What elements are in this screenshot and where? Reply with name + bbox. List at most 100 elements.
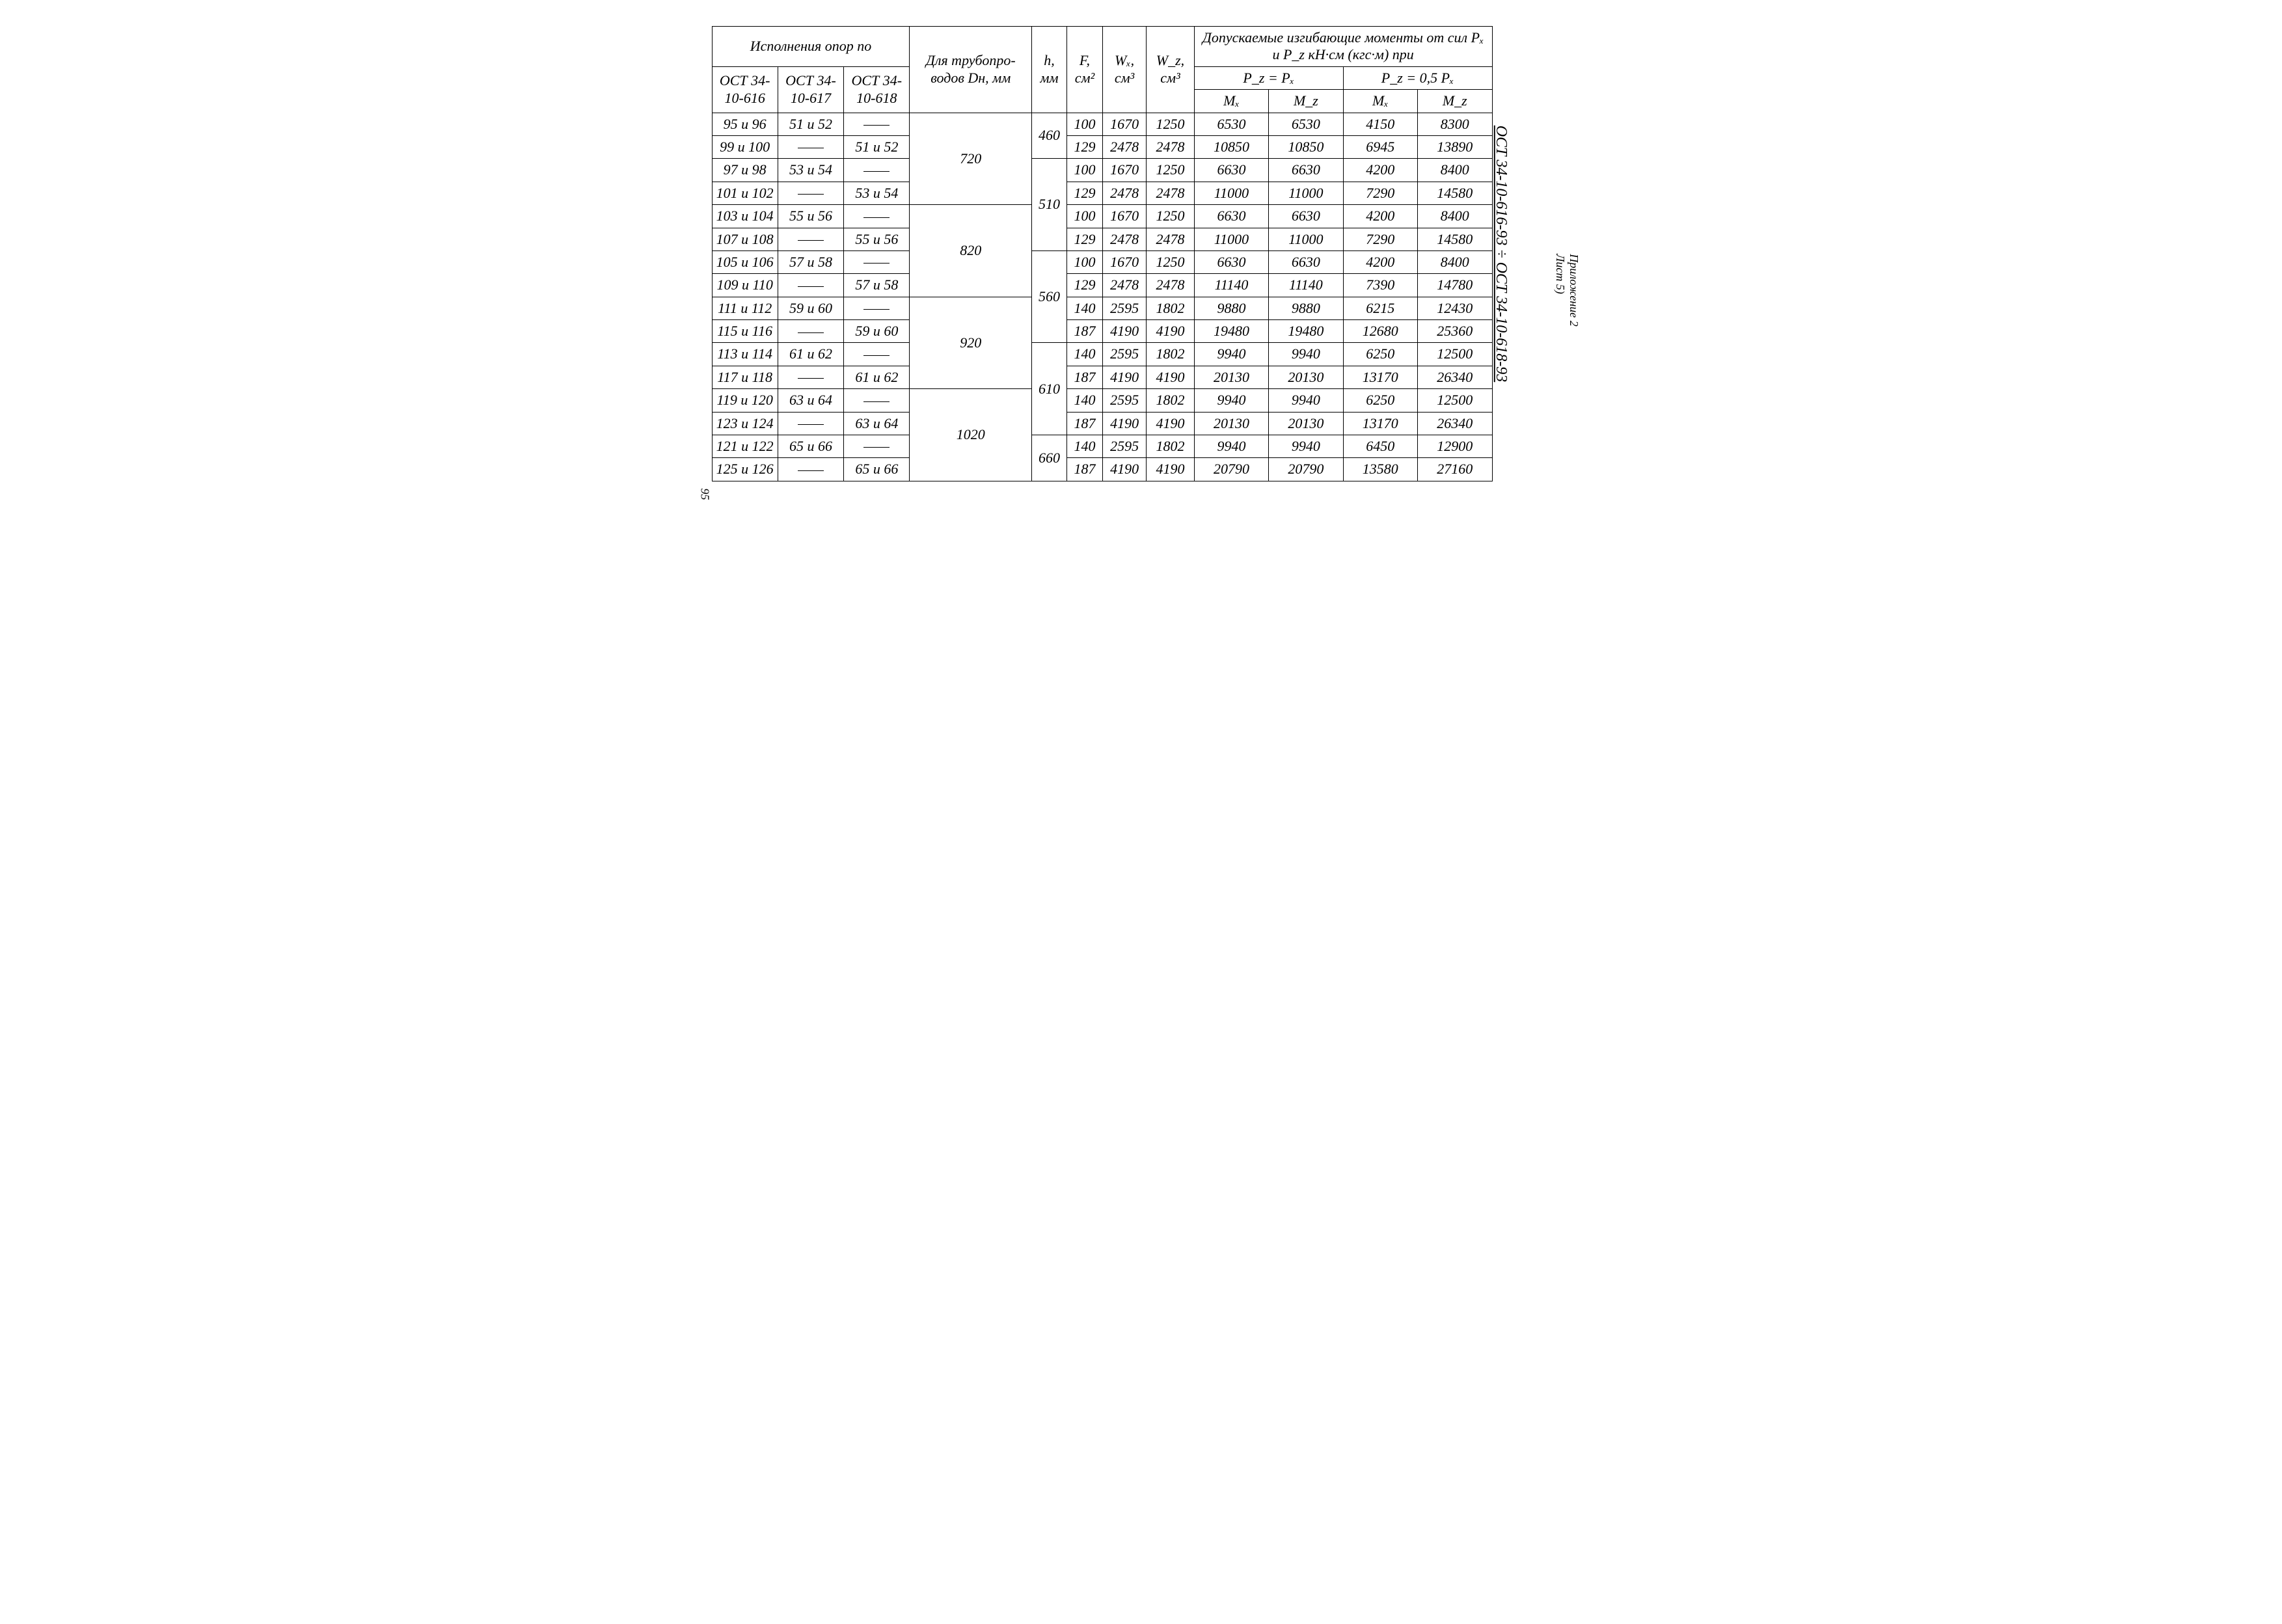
cell-ost616: 119 и 120: [712, 389, 778, 412]
cell-ost616: 95 и 96: [712, 113, 778, 135]
cell-f: 140: [1067, 435, 1103, 458]
cell-mz2: 27160: [1418, 458, 1492, 481]
cell-dn: 820: [910, 205, 1032, 297]
cell-mz1: 9940: [1269, 389, 1343, 412]
table-row: 107 и 10855 и 56129247824781100011000729…: [712, 228, 1492, 250]
table-row: 99 и 10051 и 521292478247810850108506945…: [712, 135, 1492, 158]
cell-mx1: 20130: [1194, 366, 1268, 388]
cell-mz2: 12430: [1418, 297, 1492, 319]
cell-h: 460: [1032, 113, 1067, 159]
cell-wz: 2478: [1147, 135, 1195, 158]
cell-ost617: 65 и 66: [778, 435, 843, 458]
cell-mx1: 9940: [1194, 389, 1268, 412]
cell-ost618: [844, 389, 910, 412]
cell-mz2: 14780: [1418, 274, 1492, 297]
cell-mx2: 13170: [1343, 366, 1417, 388]
cell-wx: 2595: [1102, 297, 1146, 319]
cell-mx1: 11000: [1194, 228, 1268, 250]
cell-ost617: 61 и 62: [778, 343, 843, 366]
header-pzpx: P_z = Pₓ: [1194, 66, 1343, 89]
cell-ost617: [778, 228, 843, 250]
cell-mx1: 9940: [1194, 343, 1268, 366]
cell-wz: 4190: [1147, 458, 1195, 481]
cell-mx2: 4200: [1343, 205, 1417, 228]
page-number: 95: [698, 488, 711, 500]
cell-wx: 4190: [1102, 320, 1146, 343]
cell-f: 129: [1067, 135, 1103, 158]
cell-wx: 4190: [1102, 366, 1146, 388]
cell-mx1: 11000: [1194, 182, 1268, 204]
cell-mx2: 13170: [1343, 412, 1417, 435]
cell-mx1: 11140: [1194, 274, 1268, 297]
cell-mz2: 12900: [1418, 435, 1492, 458]
cell-ost617: [778, 182, 843, 204]
cell-wz: 1250: [1147, 250, 1195, 273]
cell-wx: 4190: [1102, 458, 1146, 481]
cell-wx: 2478: [1102, 135, 1146, 158]
cell-ost617: [778, 274, 843, 297]
header-mx1: Mₓ: [1194, 90, 1268, 113]
page-wrap: Исполнения опор по Для трубопро-водов Dн…: [686, 26, 1597, 481]
cell-f: 100: [1067, 205, 1103, 228]
cell-mx2: 12680: [1343, 320, 1417, 343]
cell-wz: 2478: [1147, 274, 1195, 297]
cell-ost617: 55 и 56: [778, 205, 843, 228]
cell-mz2: 12500: [1418, 343, 1492, 366]
cell-ost616: 121 и 122: [712, 435, 778, 458]
cell-mx1: 6630: [1194, 159, 1268, 182]
cell-ost616: 99 и 100: [712, 135, 778, 158]
cell-ost617: 59 и 60: [778, 297, 843, 319]
cell-wz: 1802: [1147, 297, 1195, 319]
table-row: 101 и 10253 и 54129247824781100011000729…: [712, 182, 1492, 204]
cell-f: 187: [1067, 458, 1103, 481]
cell-ost616: 107 и 108: [712, 228, 778, 250]
header-moments: Допускаемые изгибающие моменты от сил Pₓ…: [1194, 27, 1492, 67]
cell-ost616: 111 и 112: [712, 297, 778, 319]
cell-wx: 1670: [1102, 250, 1146, 273]
cell-ost618: 65 и 66: [844, 458, 910, 481]
cell-ost616: 115 и 116: [712, 320, 778, 343]
header-mz2: M_z: [1418, 90, 1492, 113]
cell-wx: 1670: [1102, 159, 1146, 182]
cell-ost618: [844, 205, 910, 228]
cell-f: 187: [1067, 412, 1103, 435]
cell-wx: 2478: [1102, 182, 1146, 204]
cell-wz: 2478: [1147, 228, 1195, 250]
cell-mx2: 7290: [1343, 228, 1417, 250]
cell-mz2: 25360: [1418, 320, 1492, 343]
sheet-text: Лист 5): [1554, 254, 1567, 294]
cell-ost618: 63 и 64: [844, 412, 910, 435]
table-row: 105 и 10657 и 58560100167012506630663042…: [712, 250, 1492, 273]
cell-ost616: 125 и 126: [712, 458, 778, 481]
header-ost618: ОСТ 34-10-618: [844, 66, 910, 113]
cell-ost618: 51 и 52: [844, 135, 910, 158]
cell-dn: 920: [910, 297, 1032, 389]
cell-mx1: 10850: [1194, 135, 1268, 158]
cell-mz1: 6630: [1269, 250, 1343, 273]
cell-mx2: 7290: [1343, 182, 1417, 204]
cell-ost617: [778, 458, 843, 481]
cell-f: 100: [1067, 250, 1103, 273]
cell-wz: 1250: [1147, 113, 1195, 135]
cell-mz1: 9880: [1269, 297, 1343, 319]
cell-wx: 4190: [1102, 412, 1146, 435]
table-row: 111 и 11259 и 60920140259518029880988062…: [712, 297, 1492, 319]
cell-mx2: 4200: [1343, 250, 1417, 273]
data-table: Исполнения опор по Для трубопро-водов Dн…: [712, 26, 1493, 481]
header-mz1: M_z: [1269, 90, 1343, 113]
cell-ost617: 57 и 58: [778, 250, 843, 273]
cell-mz2: 8400: [1418, 250, 1492, 273]
cell-mx2: 6450: [1343, 435, 1417, 458]
cell-mx1: 9940: [1194, 435, 1268, 458]
header-f: F, см²: [1067, 27, 1103, 113]
cell-mx2: 6945: [1343, 135, 1417, 158]
cell-mz1: 9940: [1269, 343, 1343, 366]
cell-f: 100: [1067, 113, 1103, 135]
cell-ost618: 53 и 54: [844, 182, 910, 204]
table-body: 95 и 9651 и 5272046010016701250653065304…: [712, 113, 1492, 481]
cell-mz2: 14580: [1418, 228, 1492, 250]
table-row: 117 и 11861 и 62187419041902013020130131…: [712, 366, 1492, 388]
cell-wz: 4190: [1147, 320, 1195, 343]
table-row: 109 и 11057 и 58129247824781114011140739…: [712, 274, 1492, 297]
table-row: 115 и 11659 и 60187419041901948019480126…: [712, 320, 1492, 343]
